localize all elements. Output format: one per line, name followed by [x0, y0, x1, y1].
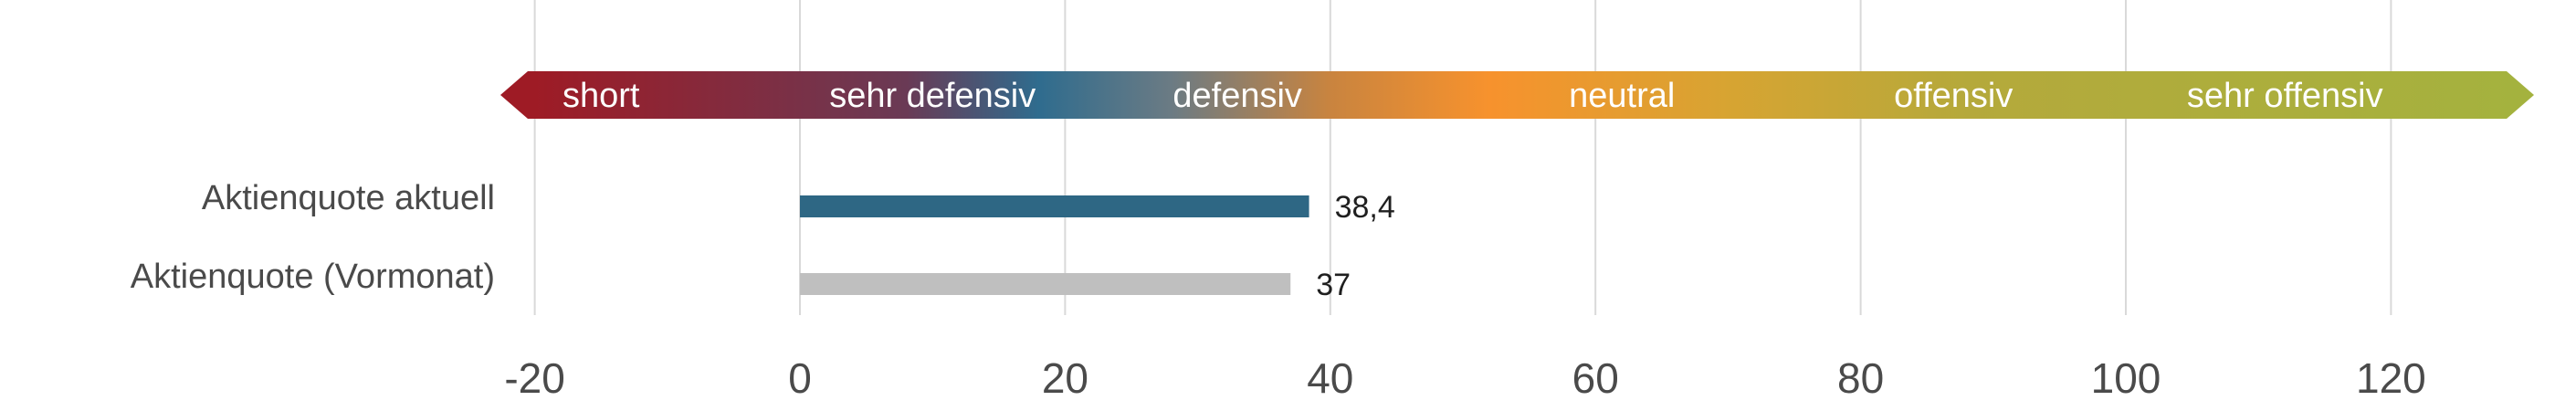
bar [800, 195, 1309, 217]
scale-band-label: sehr defensiv [829, 77, 1036, 115]
bar-value-label: 38,4 [1335, 190, 1395, 225]
x-tick-label: 0 [788, 354, 812, 402]
scale-band-label: neutral [1569, 77, 1675, 115]
x-tick-label: 60 [1572, 354, 1619, 402]
x-tick-label: 20 [1042, 354, 1088, 402]
bar-value-label: 37 [1316, 268, 1351, 302]
x-tick-label: 120 [2356, 354, 2426, 402]
x-tick-label: -20 [504, 354, 564, 402]
scale-band-label: offensiv [1894, 77, 2013, 115]
scale-band-label: short [563, 77, 640, 115]
x-tick-label: 40 [1307, 354, 1353, 402]
grid-lines [533, 0, 2392, 315]
category-label: Aktienquote aktuell [202, 179, 495, 217]
x-tick-label: 100 [2091, 354, 2161, 402]
scale-band-label: defensiv [1172, 77, 1302, 115]
bars [800, 195, 1309, 295]
scale-band: short sehr defensiv defensiv neutral offensi… [500, 71, 2534, 119]
labels: -20 0 20 40 60 80 100 120 38,4 Aktienquote aktuel… [131, 179, 2426, 402]
category-label: Aktienquote (Vormonat) [131, 258, 495, 296]
bar [800, 273, 1291, 295]
scale-band-arrow [500, 71, 2534, 119]
scale-band-label: sehr offensiv [2187, 77, 2383, 115]
x-tick-label: 80 [1837, 354, 1884, 402]
